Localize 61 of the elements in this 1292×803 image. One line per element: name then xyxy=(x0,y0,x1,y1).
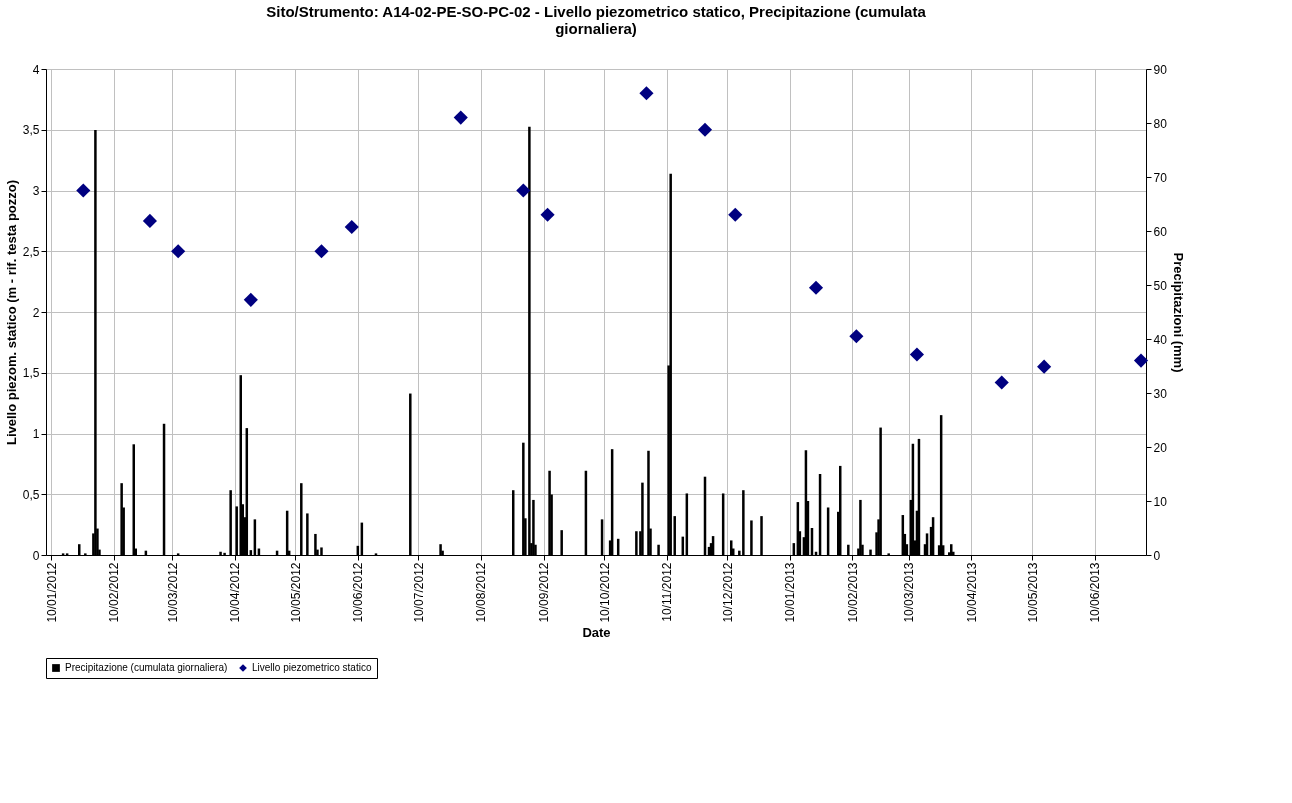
x-tick-label: 10/05/2012 xyxy=(288,562,303,623)
point xyxy=(243,292,258,307)
y2-tick-label: 40 xyxy=(1153,332,1168,347)
x-tick-label: 10/06/2013 xyxy=(1088,562,1103,623)
x-tick-label: 10/11/2012 xyxy=(660,562,675,622)
point xyxy=(1037,359,1052,374)
legend-label: Precipitazione (cumulata giornaliera) xyxy=(65,662,228,673)
y-tick-label: 0,5 xyxy=(22,487,40,502)
y-tick-label: 0 xyxy=(32,548,40,563)
x-tick-label: 10/02/2013 xyxy=(845,562,860,623)
x-tick-label: 10/03/2013 xyxy=(902,562,917,623)
y-tick-label: 1 xyxy=(32,427,40,441)
y2-tick-label: 30 xyxy=(1153,386,1168,401)
y2-axis-title: Precipitazioni (mm) xyxy=(1170,252,1186,373)
y2-tick-label: 50 xyxy=(1153,278,1168,293)
legend-label: Livello piezometrico statico xyxy=(252,662,372,673)
x-tick-label: 10/12/2012 xyxy=(720,562,735,623)
point xyxy=(808,280,824,295)
y-tick-label: 3 xyxy=(32,184,40,198)
y2-tick-label: 80 xyxy=(1153,116,1168,131)
point xyxy=(171,244,186,259)
point xyxy=(516,183,531,198)
x-axis-title: Date xyxy=(582,624,611,640)
x-tick-label: 10/03/2012 xyxy=(165,562,180,623)
point xyxy=(994,375,1009,390)
point xyxy=(453,110,468,125)
x-tick-label: 10/06/2012 xyxy=(351,562,366,623)
x-tick-label: 10/01/2012 xyxy=(44,562,59,623)
y-tick-label: 1,5 xyxy=(22,366,40,381)
x-tick-label: 10/04/2013 xyxy=(964,562,979,623)
x-tick-label: 10/07/2012 xyxy=(411,562,426,623)
point xyxy=(540,207,555,222)
x-tick-label: 10/02/2012 xyxy=(107,562,122,623)
y2-tick-label: 60 xyxy=(1153,224,1168,239)
y2-tick-label: 10 xyxy=(1153,494,1168,509)
point xyxy=(849,329,864,344)
x-tick-label: 10/05/2013 xyxy=(1025,562,1040,623)
x-tick-label: 10/08/2012 xyxy=(474,562,489,623)
point xyxy=(697,122,713,137)
y-axis-title: Livello piezom. statico (m - rif. testa pozzo) xyxy=(3,179,19,446)
y2-tick-label: 20 xyxy=(1153,440,1168,455)
x-tick-label: 10/09/2012 xyxy=(537,562,552,623)
point xyxy=(344,219,359,235)
y2-tick-label: 70 xyxy=(1153,170,1168,185)
chart-title: Sito/Strumento: A14-02-PE-SO-PC-02 - Livello piezometrico statico, Precipitazione (cumulata giornaliera) xyxy=(266,3,927,37)
point xyxy=(909,347,925,362)
point xyxy=(142,213,157,228)
y-tick-label: 2,5 xyxy=(22,244,40,259)
point xyxy=(314,244,329,259)
point xyxy=(76,183,91,198)
y-tick-label: 4 xyxy=(32,62,40,77)
point xyxy=(639,86,654,101)
x-tick-label: 10/10/2012 xyxy=(597,562,612,623)
y2-tick-label: 90 xyxy=(1153,62,1168,77)
point xyxy=(1133,353,1149,368)
y-tick-label: 3,5 xyxy=(22,123,40,138)
y2-tick-label: 0 xyxy=(1153,548,1161,563)
x-tick-label: 10/01/2013 xyxy=(783,562,798,623)
x-tick-label: 10/04/2012 xyxy=(228,562,243,623)
y-tick-label: 2 xyxy=(32,305,40,320)
point xyxy=(728,207,743,222)
